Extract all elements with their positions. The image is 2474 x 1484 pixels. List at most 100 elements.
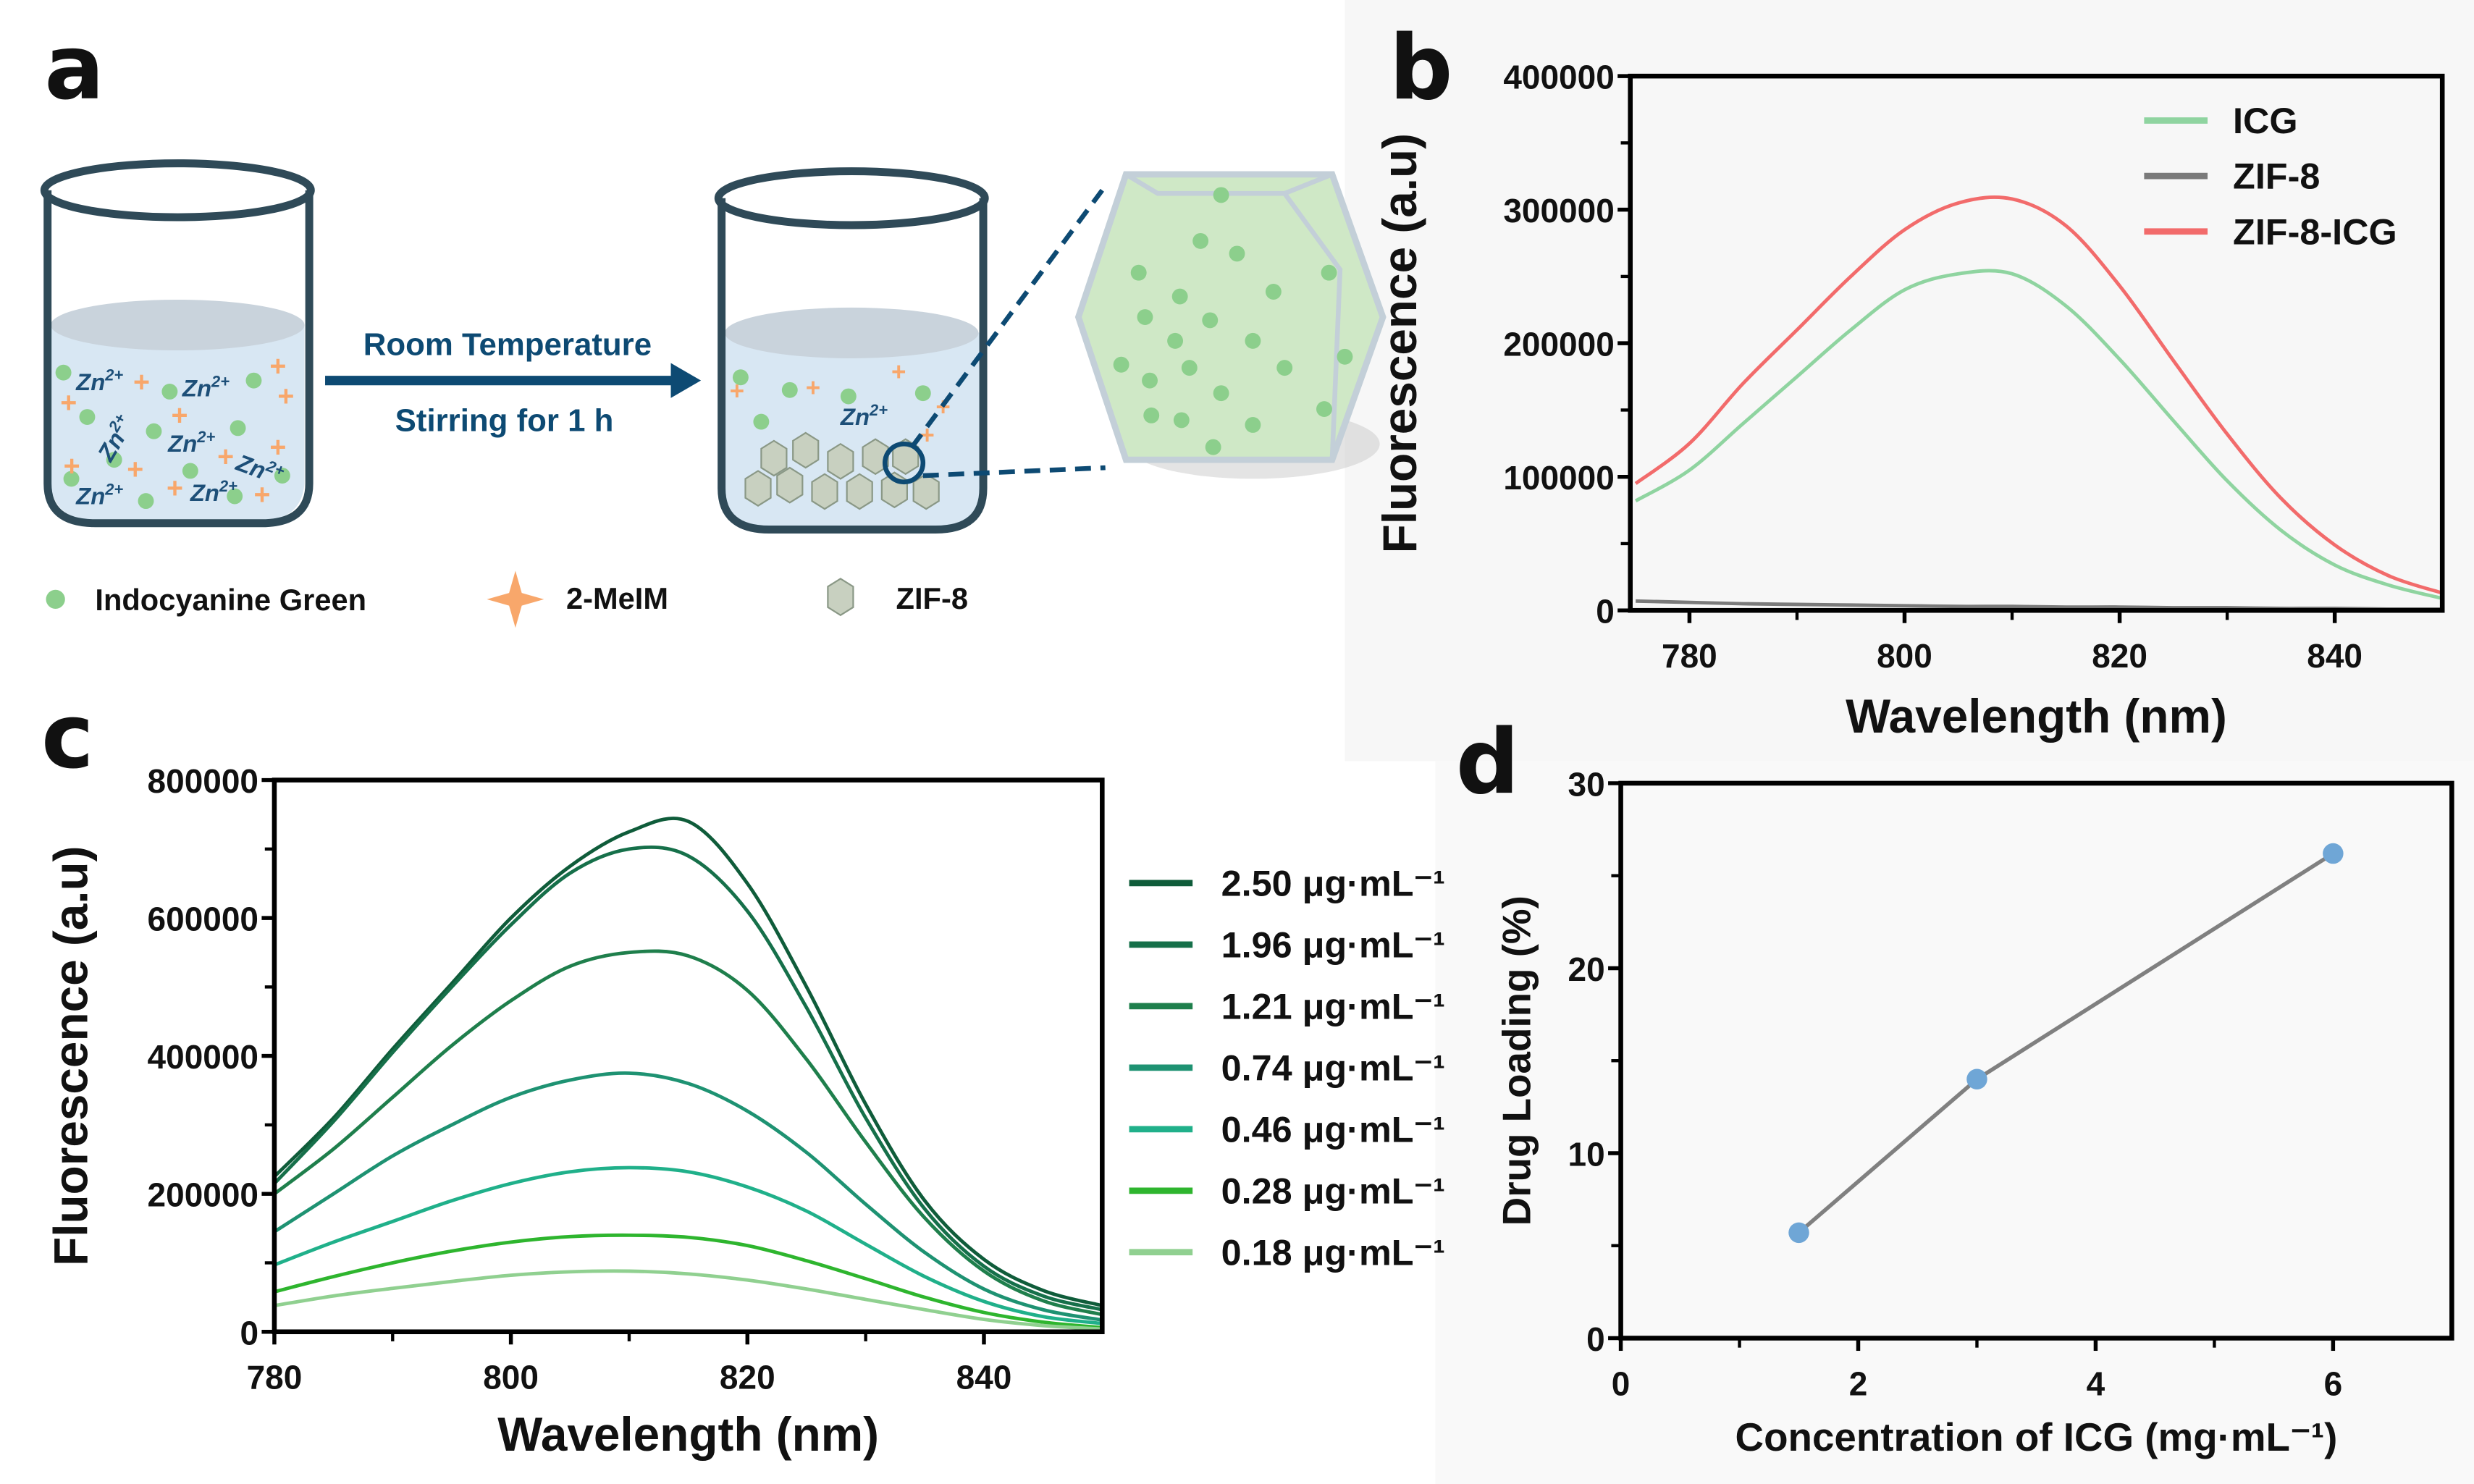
svg-text:+: +	[269, 431, 286, 463]
zoom-lines	[909, 188, 1106, 478]
legend-label: 0.18 μg·mL⁻¹	[1221, 1231, 1445, 1273]
y-tick-label: 800000	[148, 762, 258, 800]
panel-d-background	[1435, 761, 2474, 1484]
x-tick-label: 6	[2324, 1365, 2343, 1402]
x-tick-label: 2	[1849, 1365, 1868, 1402]
x-tick-label: 780	[247, 1359, 303, 1396]
icg-legend-icon	[46, 589, 65, 610]
series-line-1	[273, 845, 1103, 1312]
series-line-5	[274, 1233, 1103, 1330]
y-tick-label: 20	[1568, 950, 1605, 988]
x-axis-title: Wavelength (nm)	[1846, 690, 2227, 743]
chart-fluorescence-comparison: ICG ZIF-8 ZIF-8-ICG 780 800 820 840 0 100000 2000…	[1373, 59, 2445, 743]
svg-text:Zn2+: Zn2+	[182, 372, 230, 401]
y-tick-label: 400000	[1503, 59, 1614, 96]
meim-stars: + ++ +++ + + ++ +	[60, 350, 294, 510]
y-tick-label: 10	[1568, 1136, 1605, 1173]
svg-text:+: +	[167, 473, 183, 505]
y-tick-label: 200000	[148, 1176, 258, 1214]
svg-text:+: +	[217, 441, 234, 473]
svg-text:Zn2+: Zn2+	[840, 401, 888, 430]
svg-text:Zn2+: Zn2+	[75, 366, 123, 395]
x-axis-title: Concentration of ICG (mg·mL⁻¹)	[1735, 1415, 2338, 1459]
zif8-legend-icon	[827, 578, 854, 617]
svg-text:Zn2+: Zn2+	[167, 428, 215, 457]
series-line-6	[274, 1269, 1103, 1331]
panel-label-d: d	[1456, 710, 1520, 814]
legend-label: ZIF-8	[2233, 156, 2320, 197]
y-axis-title: Drug Loading (%)	[1494, 895, 1539, 1226]
meim-legend-icon	[487, 570, 544, 628]
y-tick-label: 30	[1568, 765, 1605, 803]
svg-text:+: +	[127, 453, 143, 485]
data-point-2	[2323, 843, 2344, 864]
condition-stirring: Stirring for 1 h	[395, 403, 614, 439]
legend-meim: 2-MeIM	[566, 581, 668, 615]
legend-label: ZIF-8-ICG	[2233, 211, 2397, 252]
legend-zif8: ZIF-8	[896, 581, 968, 615]
y-axis-title: Fluorescence (a.u)	[44, 846, 97, 1265]
y-tick-label: 300000	[1503, 192, 1614, 229]
y-tick-label: 200000	[1503, 326, 1614, 363]
legend-label: ICG	[2233, 100, 2298, 141]
x-tick-label: 800	[483, 1359, 539, 1396]
series-line-3	[273, 1071, 1103, 1322]
panel-label-c: c	[41, 685, 94, 788]
svg-text:+: +	[920, 421, 934, 450]
svg-text:+: +	[891, 358, 906, 387]
reaction-arrow	[325, 363, 702, 398]
icg-dots	[55, 364, 290, 510]
data-point-0	[1788, 1222, 1809, 1244]
panel-b-background	[1345, 0, 2474, 762]
svg-text:+: +	[277, 381, 294, 413]
x-tick-label: 0	[1612, 1365, 1631, 1402]
y-axis-title: Fluorescence (a.u)	[1373, 133, 1426, 553]
legend-label: 0.46 μg·mL⁻¹	[1221, 1108, 1445, 1150]
x-tick-label: 840	[2307, 637, 2362, 675]
beaker-reactants: + ++ +++ + + ++ + Zn2+ Zn2+ Zn2+ Zn2+ Zn2+ Zn2…	[40, 159, 315, 528]
synthesis-schematic: + ++ +++ + + ++ + Zn2+ Zn2+ Zn2+ Zn2+ Zn2+ Zn2…	[40, 159, 1387, 628]
svg-text:+: +	[253, 478, 270, 510]
svg-text:Zn2+: Zn2+	[75, 480, 123, 509]
panel-label-b: b	[1389, 16, 1453, 119]
y-tick-label: 0	[240, 1314, 258, 1352]
svg-text:+: +	[172, 400, 188, 431]
svg-text:Zn2+: Zn2+	[190, 477, 237, 506]
svg-text:+: +	[269, 350, 286, 382]
y-tick-label: 400000	[148, 1038, 258, 1076]
y-tick-label: 0	[1586, 1320, 1605, 1358]
y-tick-label: 100000	[1503, 459, 1614, 497]
legend-label: 1.21 μg·mL⁻¹	[1221, 985, 1445, 1026]
x-axis-title: Wavelength (nm)	[497, 1408, 879, 1461]
svg-text:+: +	[60, 387, 77, 418]
condition-temperature: Room Temperature	[363, 327, 652, 363]
y-tick-label: 0	[1596, 593, 1615, 631]
svg-text:+: +	[64, 450, 80, 482]
x-tick-label: 820	[2092, 637, 2147, 675]
plot-frame	[272, 777, 1105, 1335]
x-tick-label: 820	[720, 1359, 775, 1396]
legend-label: 1.96 μg·mL⁻¹	[1221, 924, 1445, 965]
series-line-4	[274, 1165, 1103, 1325]
series-line-0	[1634, 269, 2443, 600]
chart-fluorescence-concentrations: 2.50 μg·mL⁻¹ 1.96 μg·mL⁻¹ 1.21 μg·mL⁻¹ 0.74…	[44, 762, 1444, 1461]
y-tick-label: 600000	[148, 901, 258, 938]
series-line-2	[273, 949, 1103, 1317]
x-tick-label: 840	[956, 1359, 1012, 1396]
series-line-0	[273, 817, 1103, 1307]
legend-label: 0.74 μg·mL⁻¹	[1221, 1047, 1445, 1088]
svg-text:+: +	[806, 374, 820, 402]
series-line-2	[1634, 195, 2443, 595]
schematic-legend: Indocyanine Green 2-MeIM ZIF-8	[46, 570, 968, 628]
x-tick-label: 780	[1662, 637, 1717, 675]
x-tick-label: 800	[1877, 637, 1932, 675]
legend-icg: Indocyanine Green	[95, 583, 366, 617]
legend-label: 0.28 μg·mL⁻¹	[1221, 1170, 1445, 1211]
svg-text:+: +	[133, 366, 150, 398]
svg-text:+: +	[730, 377, 744, 405]
x-tick-label: 4	[2087, 1365, 2105, 1402]
legend-label: 2.50 μg·mL⁻¹	[1221, 862, 1445, 903]
beaker-product: + ++++ Zn2+	[714, 167, 989, 534]
zif8-icg-particle	[1074, 171, 1387, 479]
